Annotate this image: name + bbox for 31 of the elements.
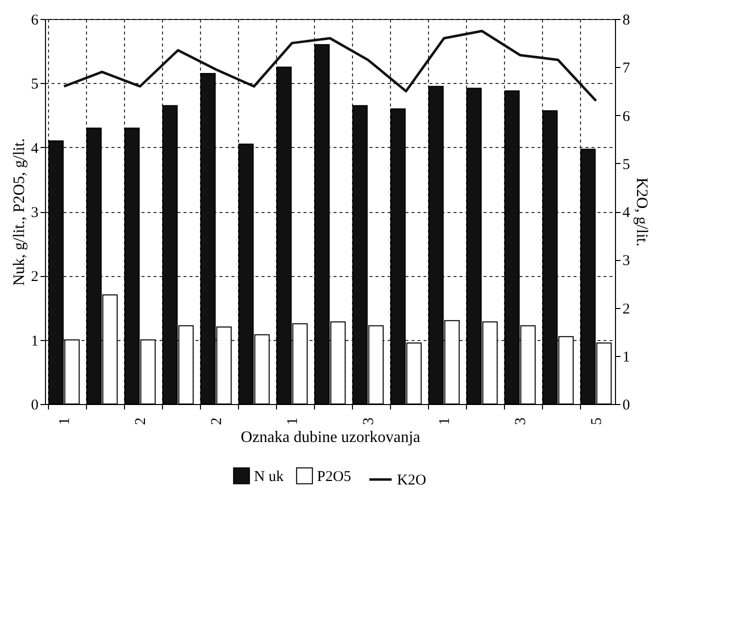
y-tick-label: 5 [31,76,38,93]
y2-tick-label: 5 [622,156,630,173]
y2-tick-label: 6 [622,108,630,125]
legend-label: P2O5 [317,468,352,485]
x-tick-label: 3 [513,418,529,425]
y-tick-label: 4 [31,140,39,157]
legend-label: N uk [254,468,284,485]
x-axis-title: Oznaka dubine uzorkovanja [240,429,420,446]
y2-tick-label: 7 [622,60,630,77]
y-tick-label: 6 [31,12,39,28]
y2-tick-label: 2 [622,301,630,318]
y-tick-label: 2 [31,269,38,286]
x-tick-label: 2 [133,418,149,425]
x-tick-label: 1 [57,418,73,425]
legend-label: K2O [397,472,426,488]
y-axis-title: Nuk, g/lit., P2O5, g/lit. [11,138,28,286]
y2-axis-title: K2O, g/lit. [633,178,650,246]
y-tick-label: 0 [31,398,38,414]
y2-tick-label: 8 [622,12,630,28]
y2-tick-label: 3 [622,253,630,270]
y2-tick-label: 4 [622,205,630,221]
y2-tick-label: 0 [622,398,630,414]
y-tick-label: 1 [31,333,38,350]
y-tick-label: 3 [31,205,38,221]
x-tick-label: 1 [437,418,453,425]
x-tick-label: 1 [285,418,301,425]
x-tick-label: 2 [209,418,225,425]
x-tick-label: 5 [589,418,605,425]
y2-tick-label: 1 [622,349,630,366]
x-tick-label: 3 [361,418,377,425]
line-series [62,30,598,102]
